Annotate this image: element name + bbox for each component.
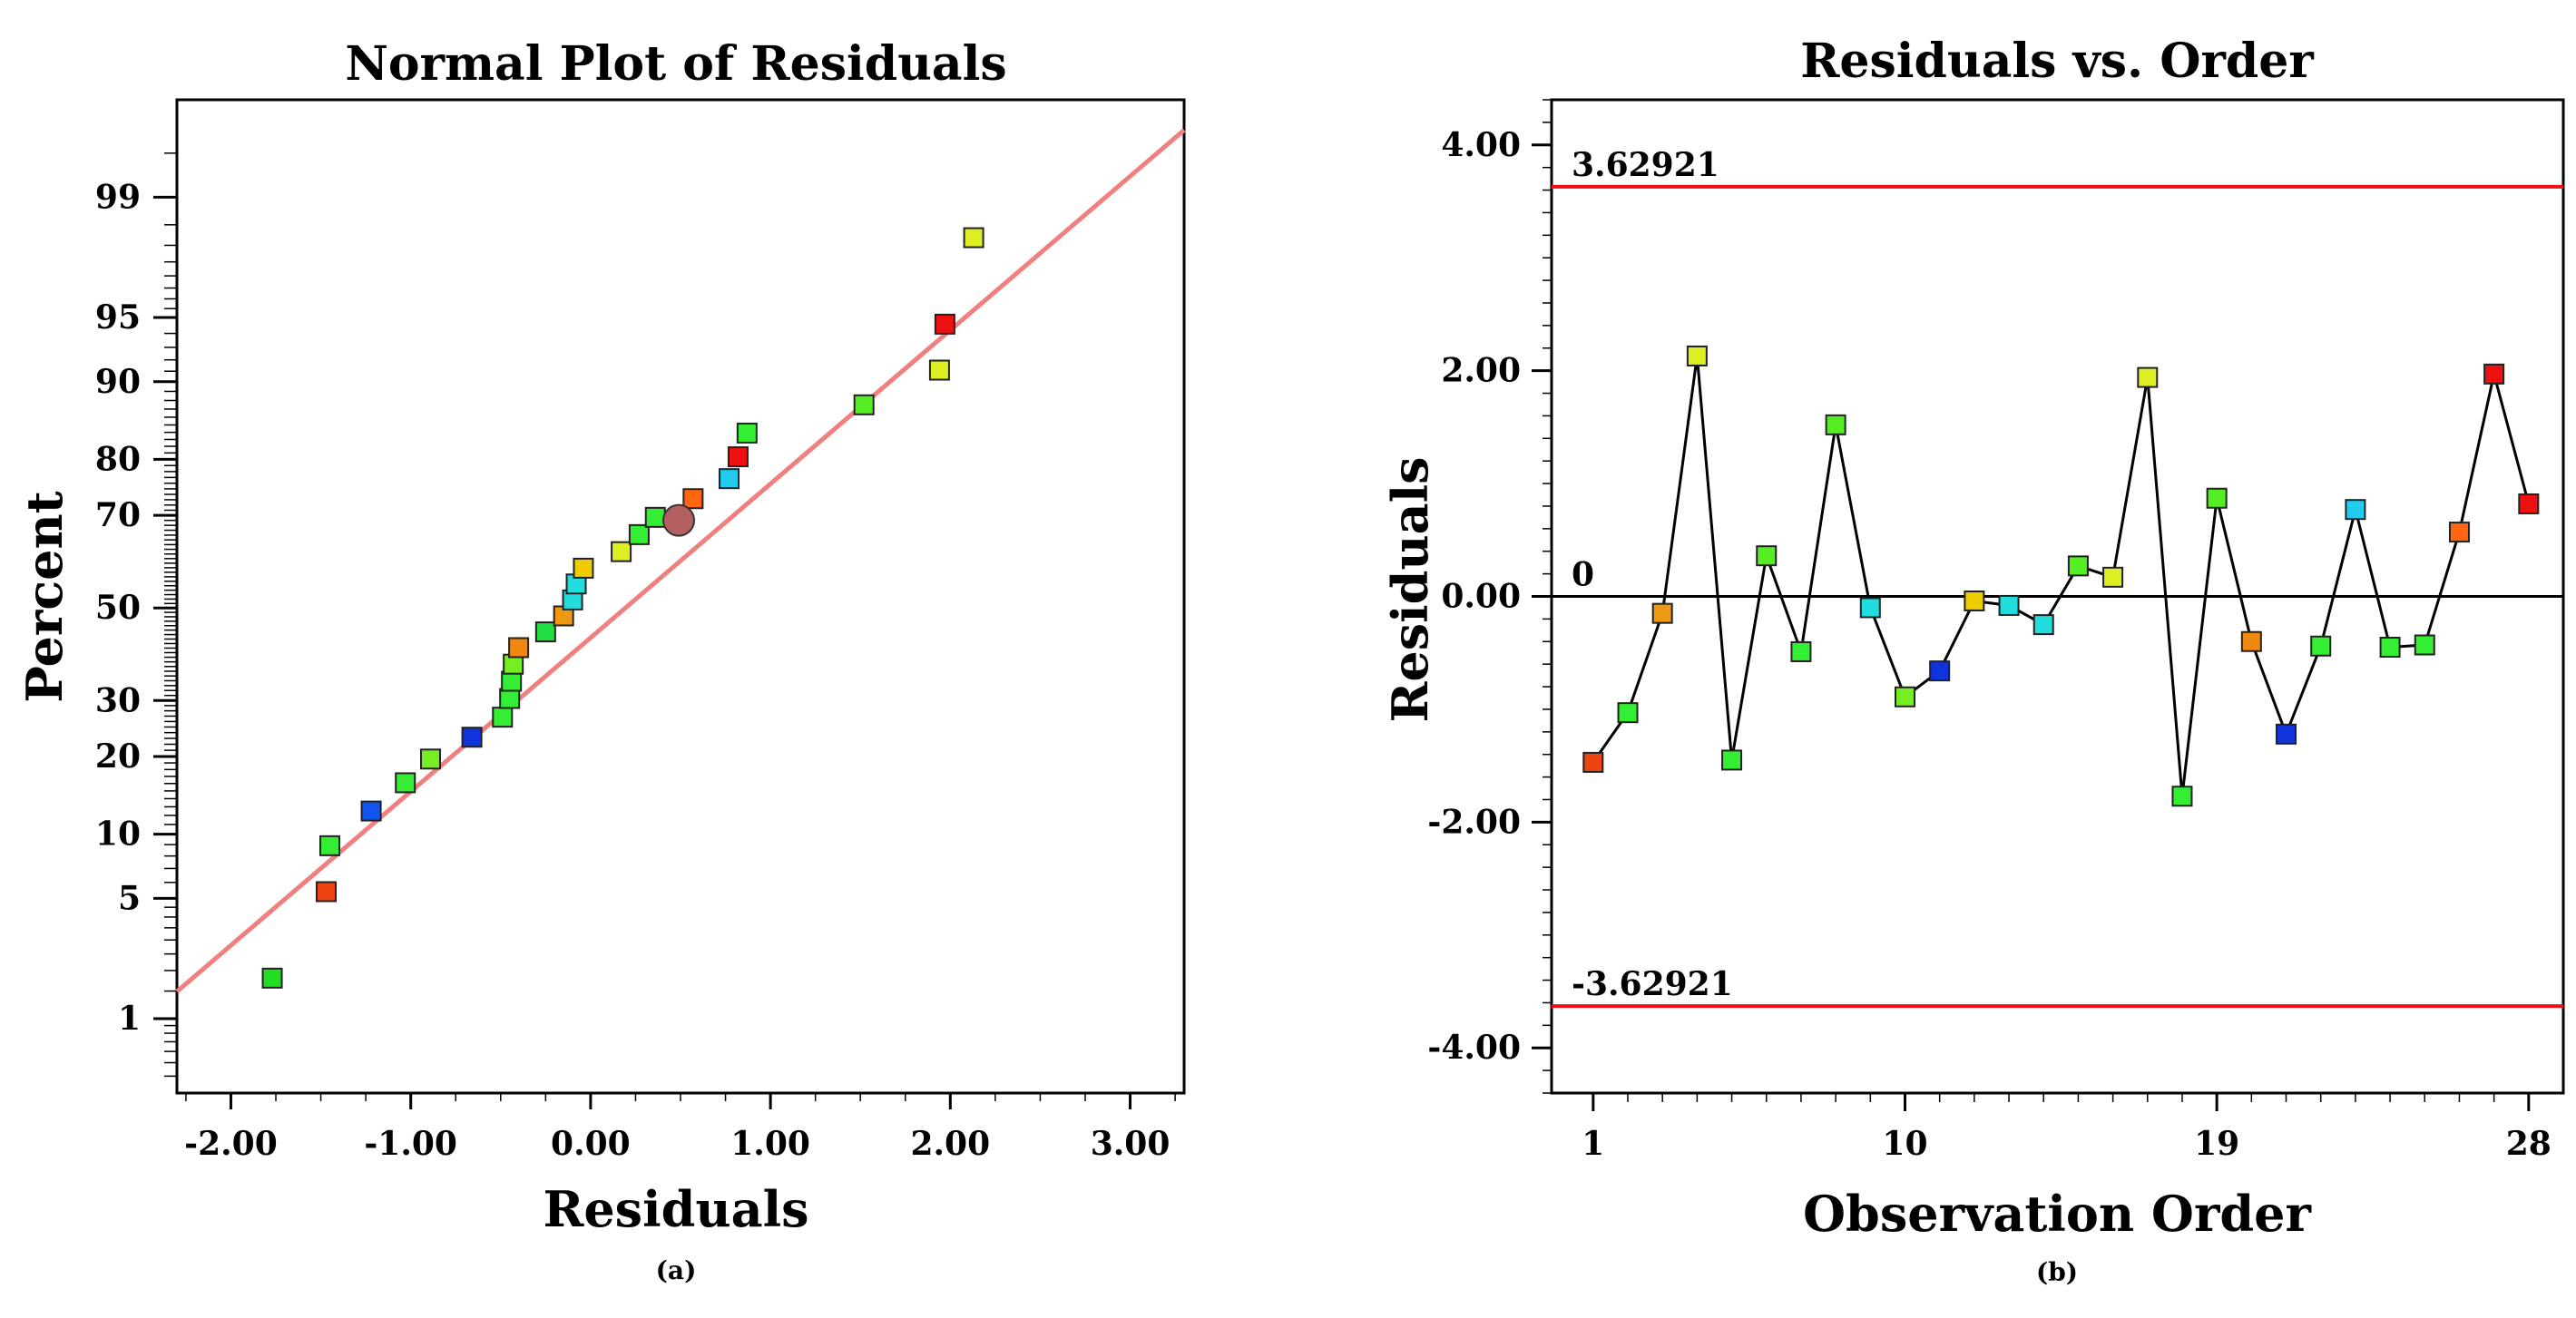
normal-plot-xtick-label: -2.00 (184, 1125, 278, 1163)
normal-plot-point (853, 394, 875, 415)
normal-plot-xlabel: Residuals (543, 1180, 808, 1238)
normal-plot-xtick-label: 1.00 (730, 1125, 810, 1163)
normal-plot-ytick-label: 10 (95, 815, 141, 854)
normal-plot-point (534, 621, 556, 643)
residuals-order-point (1686, 345, 1708, 366)
residuals-order-ytick-label: -4.00 (1427, 1029, 1521, 1067)
normal-plot-reference-line (175, 128, 1186, 993)
normal-plot-xtick-label: 3.00 (1091, 1125, 1170, 1163)
normal-plot-point (318, 835, 340, 856)
normal-plot-point (395, 772, 416, 794)
residuals-order-point (1721, 749, 1743, 771)
normal-plot-point (644, 506, 666, 528)
normal-plot-ytick-label: 95 (95, 298, 141, 337)
normal-plot-ytick-label: 70 (95, 496, 141, 534)
normal-plot-point (316, 881, 338, 903)
residuals-order-title: Residuals vs. Order (1800, 34, 2314, 89)
residuals-order-point (2206, 487, 2228, 509)
residuals-order-panel: Residuals vs. Order -4.00 -2.00 0.00 2.00 4.… (1381, 34, 2565, 1287)
normal-plot-xtick-label: -1.00 (364, 1125, 457, 1163)
residuals-order-xtick-label: 10 (1882, 1125, 1927, 1163)
residuals-order-point (2137, 366, 2159, 388)
residuals-order-point (2240, 630, 2262, 652)
residuals-order-point (1894, 686, 1915, 708)
normal-plot-point (928, 359, 950, 381)
residuals-order-xtick-label: 28 (2506, 1125, 2552, 1163)
normal-plot-ytick-label: 20 (95, 737, 141, 776)
normal-plot-point (719, 468, 740, 490)
normal-plot-point (736, 422, 758, 444)
normal-plot-point (461, 727, 483, 748)
normal-plot-point (682, 488, 704, 510)
residuals-order-point (2414, 634, 2435, 656)
residuals-order-point (2345, 499, 2366, 521)
residuals-order-point (2067, 555, 2089, 577)
residuals-order-point (2171, 786, 2193, 807)
normal-plot-xtick-label: 2.00 (910, 1125, 990, 1163)
normal-plot-ytick-label: 99 (95, 178, 141, 216)
residuals-order-caption: (b) (2036, 1257, 2078, 1287)
normal-plot-ytick-label: 80 (95, 440, 141, 478)
residuals-order-point (1929, 660, 1951, 682)
normal-plot-point (499, 688, 521, 709)
normal-plot-ytick-label: 5 (118, 879, 141, 917)
residuals-order-ytick-label: 0.00 (1441, 578, 1521, 616)
normal-plot-ytick-label: 30 (95, 681, 141, 719)
normal-plot-point (573, 557, 594, 579)
residuals-order-point (1998, 594, 2020, 616)
residuals-order-point (1859, 597, 1881, 619)
normal-plot-point (419, 748, 441, 770)
residuals-order-point (2032, 614, 2054, 636)
residuals-order-point (1825, 414, 1846, 435)
normal-plot-ylabel: Percent (15, 491, 73, 702)
lower-limit-label: -3.62921 (1572, 965, 1733, 1003)
residuals-order-xtick-label: 1 (1582, 1125, 1604, 1163)
residuals-order-point (1790, 640, 1812, 662)
normal-plot-xtick-label: 0.00 (551, 1125, 631, 1163)
normal-plot-point (934, 313, 955, 335)
normal-plot-title: Normal Plot of Residuals (345, 36, 1006, 92)
zero-line-label: 0 (1572, 556, 1594, 594)
residuals-order-ylabel: Residuals (1381, 456, 1439, 722)
normal-plot-highlight-point (662, 503, 696, 537)
normal-plot-point (360, 800, 382, 822)
residuals-series-line (1592, 356, 2531, 796)
normal-plot-ytick-label: 1 (118, 1000, 141, 1038)
normal-plot-panel: Normal Plot of Residuals 1 5 10 20 30 50 70 80 9… (15, 36, 1186, 1285)
normal-plot-point (508, 637, 530, 659)
residuals-order-xtick-label: 19 (2194, 1125, 2239, 1163)
residuals-order-point (2518, 493, 2540, 514)
normal-plot-point (628, 523, 650, 545)
residuals-order-ytick-label: -2.00 (1427, 803, 1521, 841)
residuals-order-point (2483, 363, 2505, 385)
normal-plot-point (611, 541, 632, 562)
normal-plot-ytick-label: 50 (95, 589, 141, 627)
upper-limit-label: 3.62921 (1572, 146, 1719, 184)
residuals-order-point (1617, 702, 1639, 724)
residuals-order-point (1756, 545, 1778, 567)
normal-plot-point (261, 967, 283, 989)
residuals-order-point (2276, 723, 2297, 745)
residuals-order-point (2379, 636, 2401, 658)
residuals-order-point (2310, 635, 2332, 657)
normal-plot-point (727, 446, 749, 468)
residuals-order-point (1582, 751, 1604, 773)
residuals-order-point (1651, 602, 1673, 624)
residuals-order-point (2102, 566, 2124, 588)
residuals-order-ytick-label: 4.00 (1441, 126, 1521, 164)
residuals-order-xlabel: Observation Order (1803, 1185, 2312, 1243)
normal-plot-ytick-label: 90 (95, 363, 141, 401)
normal-plot-caption: (a) (656, 1255, 697, 1285)
residuals-order-point (1964, 590, 1985, 611)
residuals-order-ytick-label: 2.00 (1441, 352, 1521, 390)
residuals-order-point (2448, 522, 2470, 543)
normal-plot-point (963, 227, 984, 249)
normal-plot-point (492, 707, 514, 728)
